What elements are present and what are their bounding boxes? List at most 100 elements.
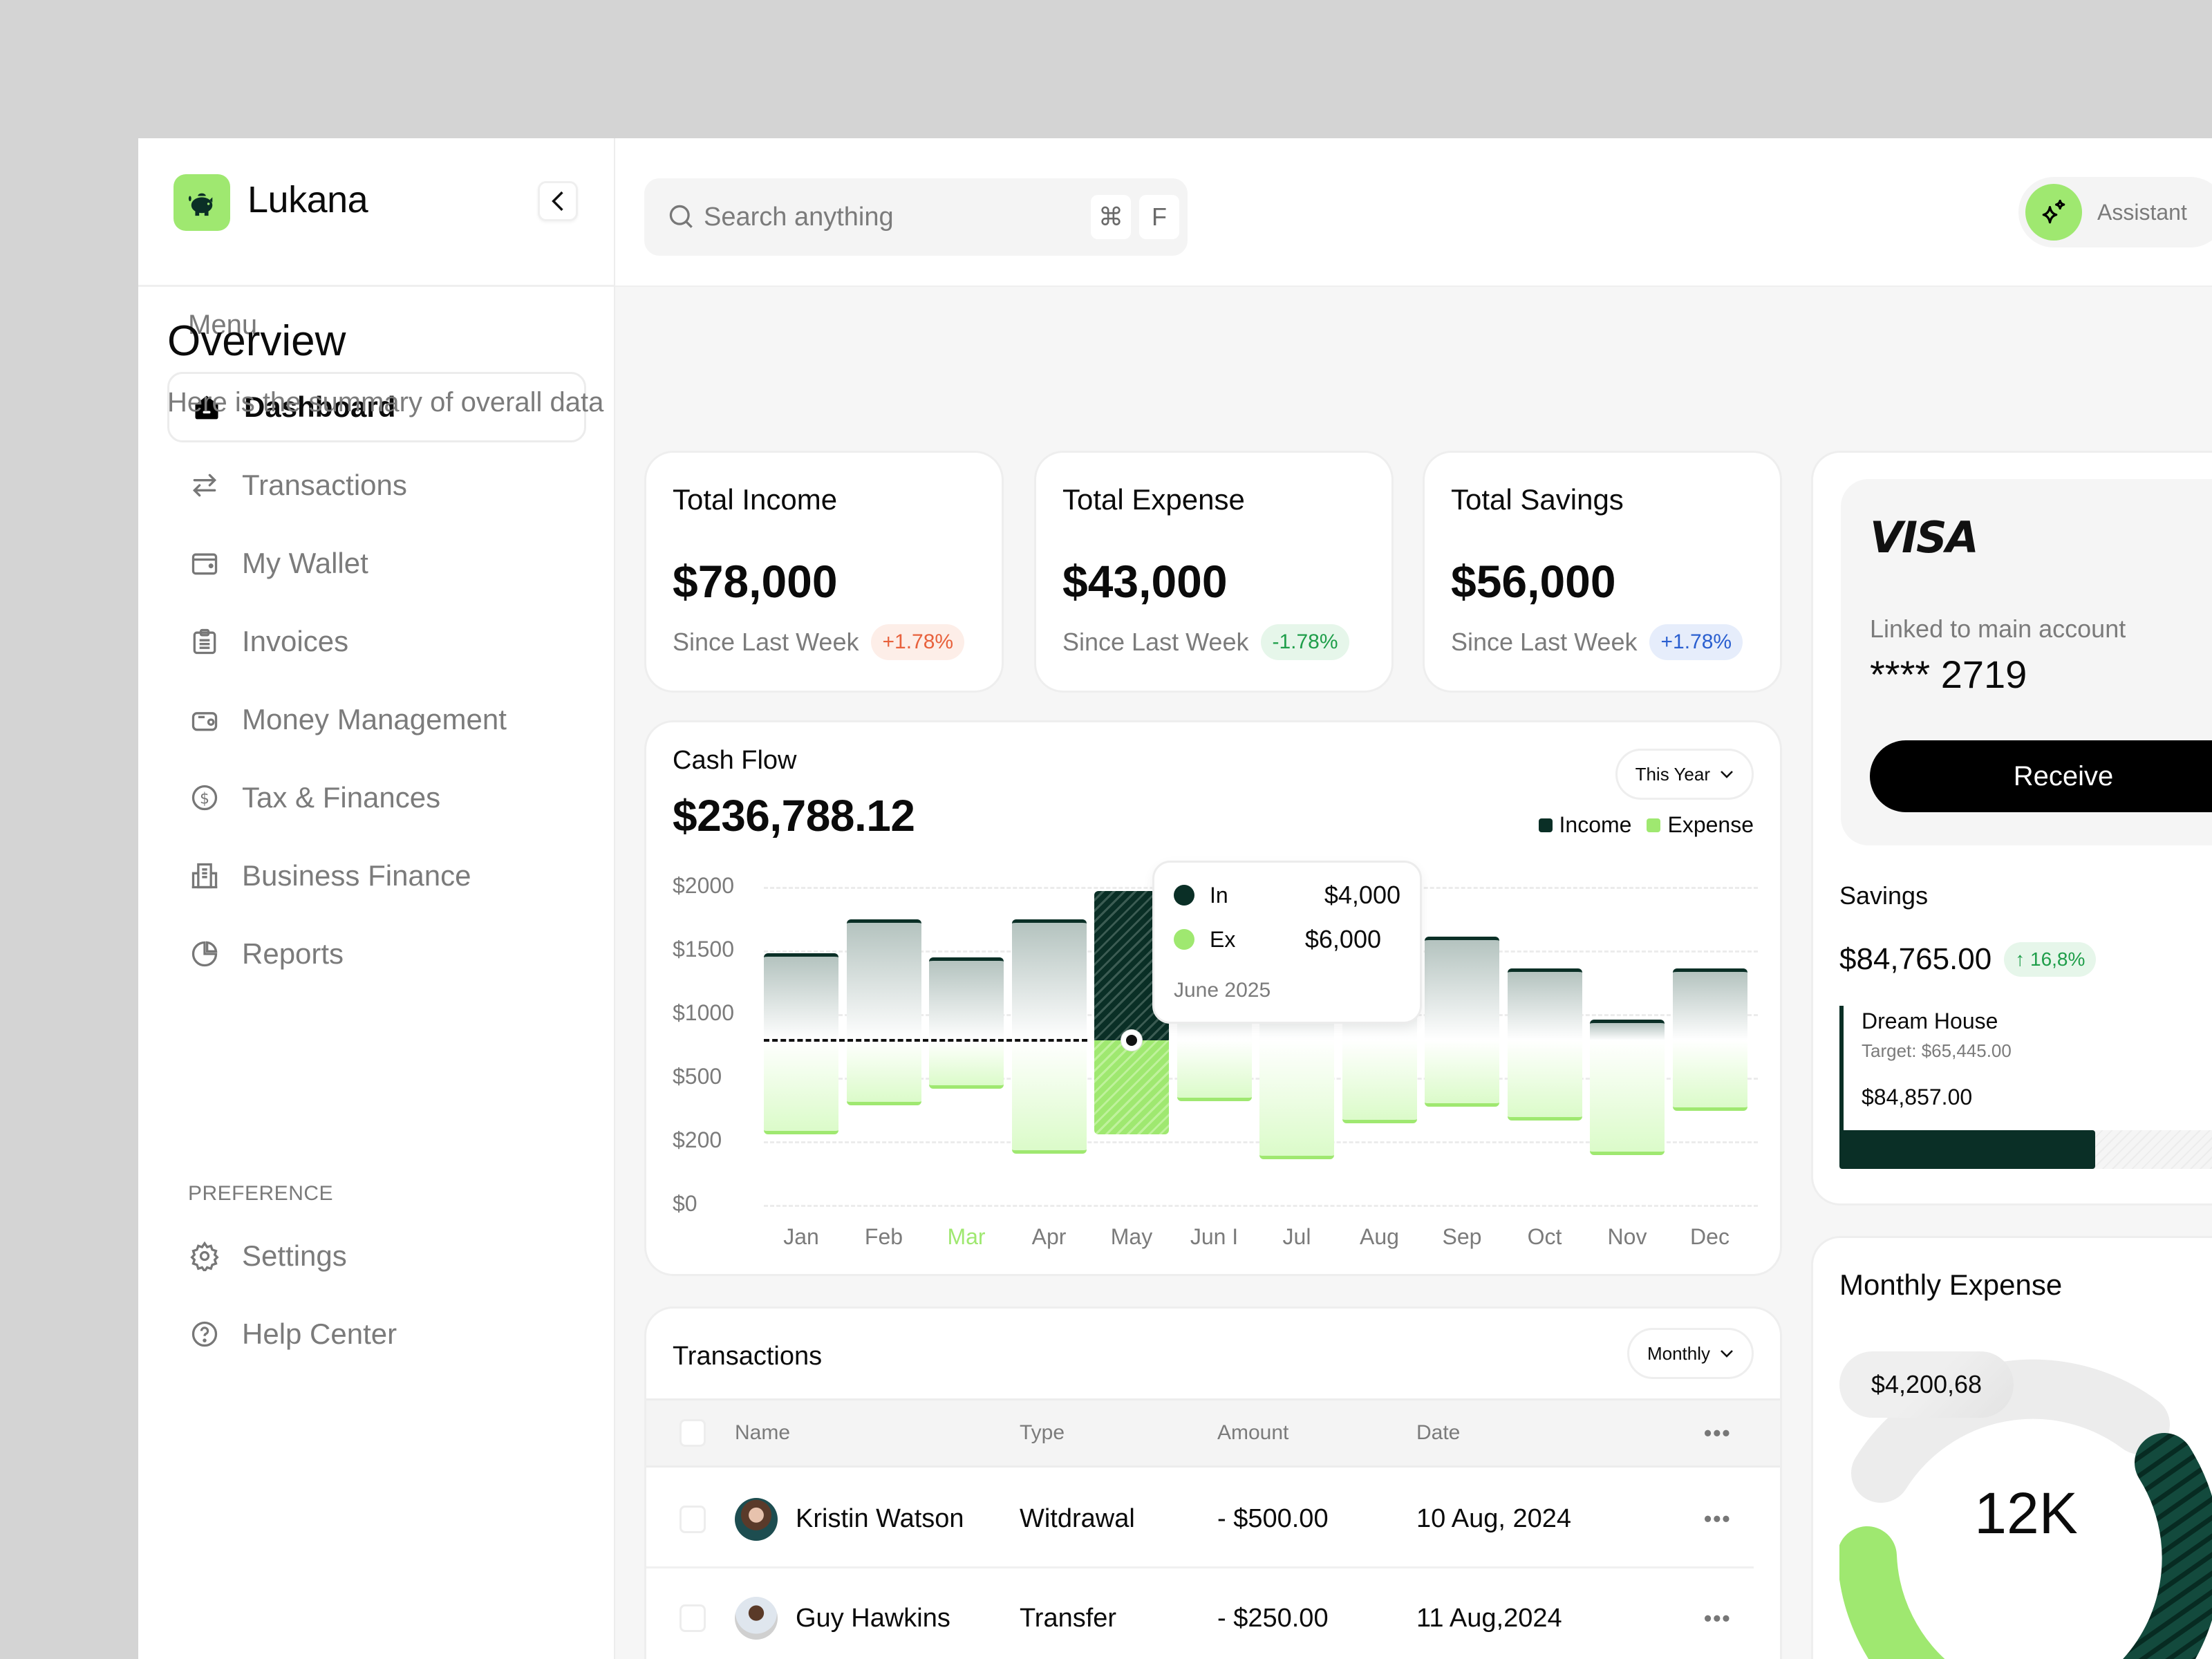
stat-title: Total Savings bbox=[1451, 483, 1624, 516]
sidebar-item-business-finance[interactable]: Business Finance bbox=[167, 841, 586, 911]
savings-goal[interactable]: Dream House Target: $65,445.00 $84,857.0… bbox=[1839, 1006, 2212, 1169]
transactions-period-dropdown[interactable]: Monthly bbox=[1627, 1328, 1754, 1379]
expense-bar[interactable] bbox=[1672, 1040, 1747, 1111]
collapse-sidebar-button[interactable] bbox=[538, 181, 578, 221]
row-date: 10 Aug, 2024 bbox=[1416, 1504, 1571, 1533]
expense-bar[interactable] bbox=[1590, 1040, 1665, 1155]
row-more-icon[interactable]: ••• bbox=[1704, 1605, 1732, 1631]
stat-value: $56,000 bbox=[1451, 556, 1616, 607]
column-type[interactable]: Type bbox=[1020, 1421, 1065, 1444]
sparkles-icon bbox=[2025, 184, 2082, 241]
preference-section-label: PREFERENCE bbox=[188, 1182, 334, 1205]
income-bar[interactable] bbox=[846, 919, 921, 1040]
pie-chart-icon bbox=[188, 937, 221, 971]
y-axis-tick: $500 bbox=[673, 1064, 722, 1089]
income-dot-icon bbox=[1174, 885, 1194, 906]
period-dropdown-label: This Year bbox=[1635, 763, 1710, 785]
tooltip-expense-row: Ex $6,000 bbox=[1174, 922, 1400, 957]
sidebar-item-reports[interactable]: Reports bbox=[167, 919, 586, 989]
row-name: Guy Hawkins bbox=[796, 1603, 950, 1633]
tooltip-date: June 2025 bbox=[1174, 979, 1271, 1002]
expense-bar[interactable] bbox=[1342, 1040, 1417, 1123]
income-bar[interactable] bbox=[1672, 968, 1747, 1040]
income-bar[interactable] bbox=[1425, 937, 1499, 1040]
expense-bar[interactable] bbox=[1425, 1040, 1499, 1107]
table-row[interactable]: Kristin Watson Witdrawal - $500.00 10 Au… bbox=[646, 1472, 1754, 1568]
chevron-down-icon bbox=[1721, 771, 1733, 778]
menu-section-label: Menu bbox=[188, 310, 258, 340]
y-axis-tick: $200 bbox=[673, 1127, 722, 1152]
income-bar[interactable] bbox=[929, 957, 1004, 1040]
expense-total: 12K bbox=[1974, 1481, 2078, 1546]
sidebar-item-transactions[interactable]: Transactions bbox=[167, 450, 586, 521]
sidebar-item-settings[interactable]: Settings bbox=[167, 1221, 586, 1291]
stat-since-label: Since Last Week bbox=[1062, 628, 1249, 656]
x-axis-tick: Jul bbox=[1282, 1224, 1311, 1249]
page-title: Overview bbox=[167, 317, 346, 365]
expense-bar[interactable] bbox=[1507, 1040, 1582, 1121]
building-icon bbox=[188, 859, 221, 892]
expense-bar[interactable] bbox=[1259, 1040, 1334, 1159]
income-bar[interactable] bbox=[1507, 968, 1582, 1040]
assistant-button[interactable]: Assistant bbox=[2018, 177, 2212, 247]
expense-bar[interactable] bbox=[1177, 1040, 1252, 1101]
income-bar[interactable] bbox=[1011, 919, 1087, 1040]
row-date: 11 Aug,2024 bbox=[1416, 1603, 1562, 1633]
x-axis-tick: Sep bbox=[1442, 1224, 1482, 1249]
expense-value-pill: $4,200,68 bbox=[1839, 1351, 2014, 1418]
column-name[interactable]: Name bbox=[735, 1421, 791, 1444]
shortcut-key-f: F bbox=[1139, 195, 1179, 239]
y-axis-tick: $2000 bbox=[673, 873, 734, 898]
stat-since-label: Since Last Week bbox=[1451, 628, 1638, 656]
table-row[interactable]: Guy Hawkins Transfer - $250.00 11 Aug,20… bbox=[646, 1570, 1754, 1659]
stat-title: Total Income bbox=[673, 483, 838, 516]
sidebar-item-label: Money Management bbox=[242, 703, 507, 735]
visa-card: VISA Linked to main account **** 2719 Re… bbox=[1841, 479, 2212, 845]
column-date[interactable]: Date bbox=[1416, 1421, 1461, 1444]
tooltip-in-label: In bbox=[1210, 882, 1228, 908]
sidebar-item-my-wallet[interactable]: My Wallet bbox=[167, 528, 586, 599]
expense-bar[interactable] bbox=[1011, 1040, 1087, 1154]
sidebar-item-tax-finances[interactable]: $ Tax & Finances bbox=[167, 762, 586, 833]
stat-title: Total Expense bbox=[1062, 483, 1245, 516]
assistant-label: Assistant bbox=[2097, 199, 2187, 225]
chevron-left-icon bbox=[552, 191, 563, 212]
select-all-checkbox[interactable] bbox=[679, 1419, 706, 1447]
wallet-cash-icon bbox=[188, 703, 221, 736]
main-nav: Dashboard Transactions My Wallet Invoice… bbox=[167, 372, 586, 997]
app-window: Lukana Menu Dashboard Transactions My Wa… bbox=[138, 138, 2212, 1659]
monthly-expense-card: Monthly Expense $4,200,68 12K bbox=[1811, 1236, 2212, 1659]
tooltip-ex-label: Ex bbox=[1210, 926, 1236, 952]
row-type: Transfer bbox=[1020, 1603, 1117, 1633]
search-input[interactable]: Search anything ⌘ F bbox=[644, 178, 1188, 256]
x-axis-tick: Feb bbox=[864, 1224, 903, 1249]
savings-value: $84,765.00 bbox=[1839, 942, 1992, 976]
sidebar-item-dashboard[interactable]: Dashboard bbox=[167, 372, 586, 442]
income-bar[interactable] bbox=[764, 953, 838, 1040]
card-number: **** 2719 bbox=[1870, 653, 2027, 696]
period-dropdown[interactable]: This Year bbox=[1615, 749, 1754, 800]
expense-bar[interactable] bbox=[1094, 1040, 1169, 1134]
row-more-icon[interactable]: ••• bbox=[1704, 1506, 1732, 1531]
gear-icon bbox=[188, 1239, 221, 1273]
row-checkbox[interactable] bbox=[679, 1505, 706, 1533]
search-placeholder: Search anything bbox=[704, 202, 894, 232]
expense-dot-icon bbox=[1174, 929, 1194, 950]
header-more-icon[interactable]: ••• bbox=[1704, 1420, 1732, 1445]
chart-hover-point[interactable] bbox=[1121, 1030, 1142, 1051]
income-bar[interactable] bbox=[1590, 1020, 1665, 1040]
expense-bar[interactable] bbox=[764, 1040, 838, 1134]
expense-bar[interactable] bbox=[929, 1040, 1004, 1089]
dollar-circle-icon: $ bbox=[188, 781, 221, 814]
row-checkbox[interactable] bbox=[679, 1604, 706, 1632]
sidebar-item-money-management[interactable]: Money Management bbox=[167, 684, 586, 755]
sidebar-item-invoices[interactable]: Invoices bbox=[167, 606, 586, 677]
cash-flow-total: $236,788.12 bbox=[673, 791, 915, 841]
expense-bar[interactable] bbox=[846, 1040, 921, 1105]
piggy-bank-logo-icon bbox=[174, 174, 230, 231]
savings-value-row: $84,765.00 ↑ 16,8% bbox=[1839, 942, 2097, 977]
column-amount[interactable]: Amount bbox=[1217, 1421, 1289, 1444]
x-axis-tick: May bbox=[1110, 1224, 1153, 1249]
receive-button[interactable]: Receive bbox=[1870, 740, 2212, 812]
sidebar-item-help-center[interactable]: Help Center bbox=[167, 1299, 586, 1369]
